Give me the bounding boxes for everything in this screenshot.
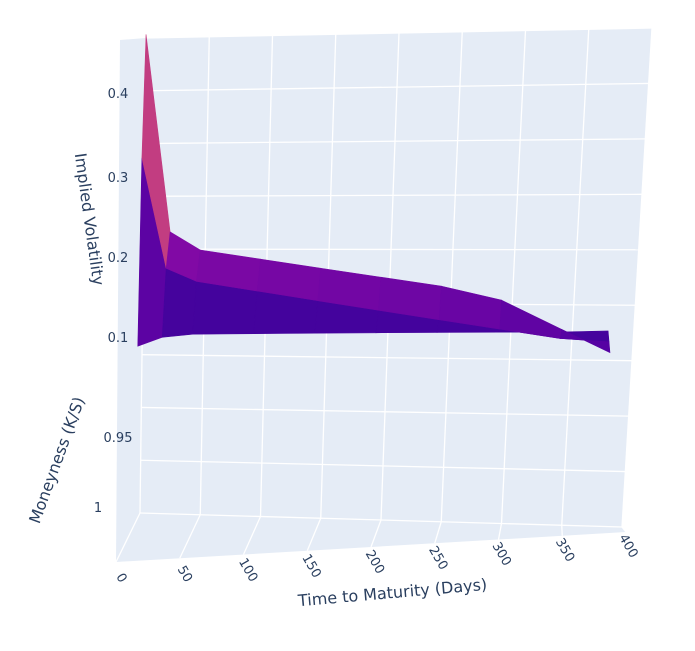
grid-line	[141, 354, 633, 362]
grid-line	[440, 31, 463, 522]
z-tick-label: 0.4	[108, 87, 129, 102]
z-tick-label: 0.3	[108, 171, 129, 186]
x-tick-label: 250	[425, 544, 450, 573]
grid-line	[143, 248, 639, 251]
y-tick-label: 1	[94, 501, 102, 516]
z-tick-label: 0.1	[108, 331, 129, 346]
x-tick-label: 0	[112, 571, 129, 586]
x-tick-label: 150	[298, 552, 323, 581]
grid-line	[434, 521, 442, 544]
chart-walls	[116, 28, 652, 562]
x-tick-label: 200	[362, 548, 387, 577]
x-tick-label: 300	[489, 540, 514, 569]
grid-line	[179, 514, 201, 559]
grid-line	[497, 523, 503, 540]
grid-line	[115, 512, 141, 563]
grid-line	[144, 138, 646, 145]
x-tick-label: 350	[552, 536, 577, 565]
grid-line	[143, 193, 643, 197]
grid-line	[621, 526, 627, 533]
grid-line	[140, 459, 626, 473]
grid-line	[561, 525, 563, 536]
grid-line	[380, 32, 400, 521]
grid-line	[561, 29, 590, 526]
surface-patch	[560, 328, 611, 354]
side-wall	[116, 38, 146, 562]
grid-line	[242, 516, 262, 555]
grid-line	[145, 27, 653, 39]
z-tick-label: 0.2	[108, 251, 129, 266]
grid-line	[141, 406, 629, 417]
grid-line	[500, 30, 527, 524]
x-tick-label: 400	[615, 532, 640, 561]
x-axis-title: Time to Maturity (Days)	[296, 575, 488, 611]
tick-labels: 0.1 0.2 0.3 0.4 0.95 1 0 50 100 150 200 250 300 350 40…	[94, 87, 641, 586]
floor	[116, 513, 626, 562]
y-tick-label: 0.95	[104, 431, 133, 446]
back-wall	[140, 28, 652, 527]
grid-line	[370, 519, 382, 548]
grid-line	[145, 82, 649, 92]
x-tick-label: 100	[235, 556, 260, 585]
iv-surface	[137, 34, 611, 354]
grid-line	[306, 518, 322, 551]
x-tick-label: 50	[174, 563, 195, 585]
grid-line	[621, 27, 653, 528]
y-axis-title: Moneyness (K/S)	[25, 394, 88, 526]
z-axis-title: Implied Volatility	[71, 152, 108, 287]
